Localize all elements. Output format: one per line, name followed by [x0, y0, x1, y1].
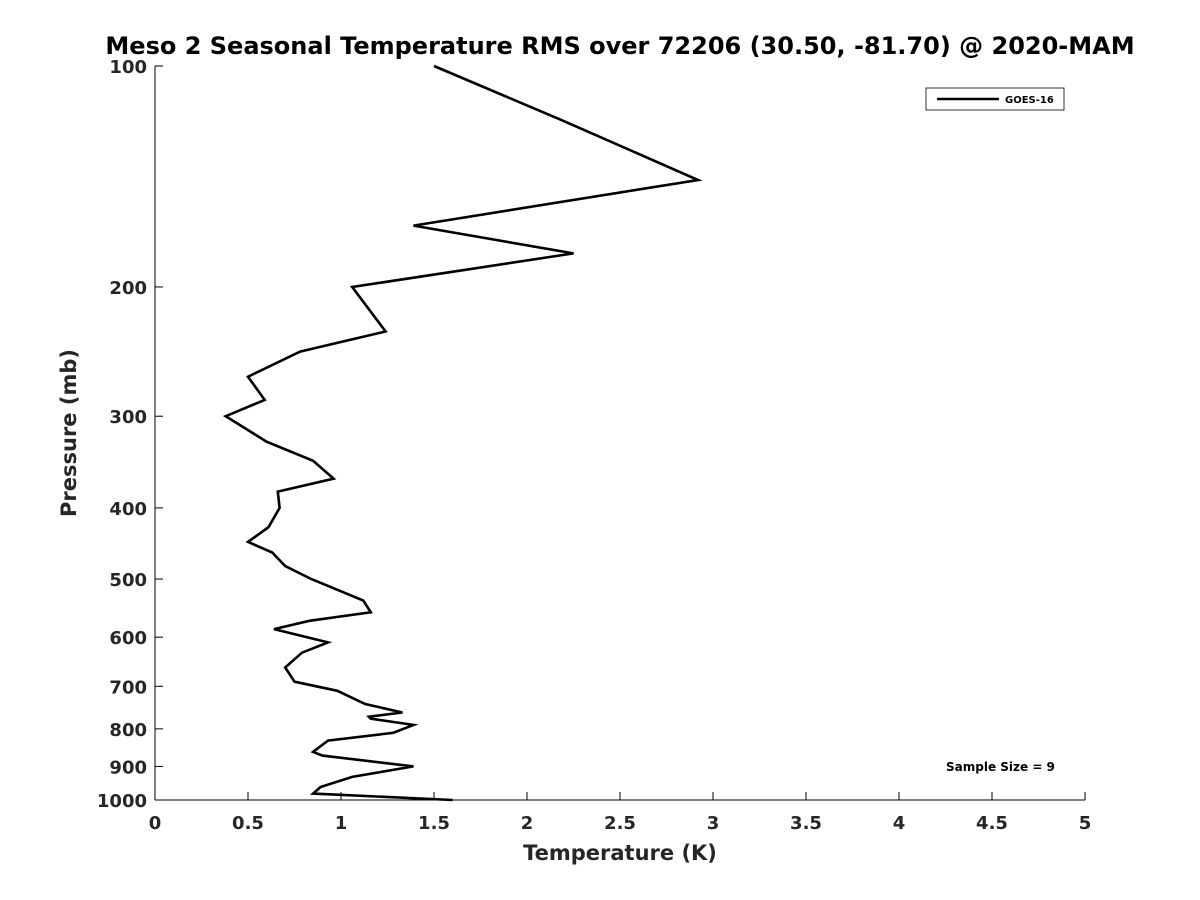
x-tick-label: 4.5 [976, 813, 1008, 834]
y-tick-label: 700 [109, 677, 147, 698]
y-tick-label: 400 [109, 499, 147, 520]
legend: GOES-16 [925, 87, 1065, 111]
x-tick-label: 5 [1079, 813, 1092, 834]
chart-title: Meso 2 Seasonal Temperature RMS over 722… [105, 32, 1134, 60]
x-tick-label: 0 [149, 813, 162, 834]
y-axis-label: Pressure (mb) [57, 349, 81, 517]
legend-label-goes-16: GOES-16 [1005, 95, 1054, 106]
x-tick-label: 3 [707, 813, 720, 834]
y-tick-label: 300 [109, 407, 147, 428]
x-tick-label: 1 [335, 813, 348, 834]
y-tick-label: 600 [109, 628, 147, 649]
x-tick-label: 3.5 [790, 813, 822, 834]
y-tick-label: 500 [109, 570, 147, 591]
series-layer [222, 64, 703, 802]
y-tick-label: 900 [109, 757, 147, 778]
series-line-goes-16 [222, 64, 703, 802]
x-tick-label: 0.5 [232, 813, 264, 834]
y-tick-label: 800 [109, 720, 147, 741]
x-tick-label: 1.5 [418, 813, 450, 834]
y-tick-label: 1000 [97, 791, 147, 812]
y-tick-label: 100 [109, 57, 147, 78]
plot-frame [154, 66, 1085, 801]
sample-size-annotation: Sample Size = 9 [946, 760, 1055, 774]
y-ticks: 100 200 300 400 500 600 700 800 900 1000 [97, 57, 163, 812]
x-tick-label: 2.5 [604, 813, 636, 834]
x-axis-label: Temperature (K) [523, 841, 717, 865]
x-tick-label: 2 [521, 813, 534, 834]
x-tick-label: 4 [893, 813, 906, 834]
x-ticks: 0 0.5 1 1.5 2 2.5 3 3.5 4 4.5 5 [149, 792, 1092, 834]
y-tick-label: 200 [109, 278, 147, 299]
